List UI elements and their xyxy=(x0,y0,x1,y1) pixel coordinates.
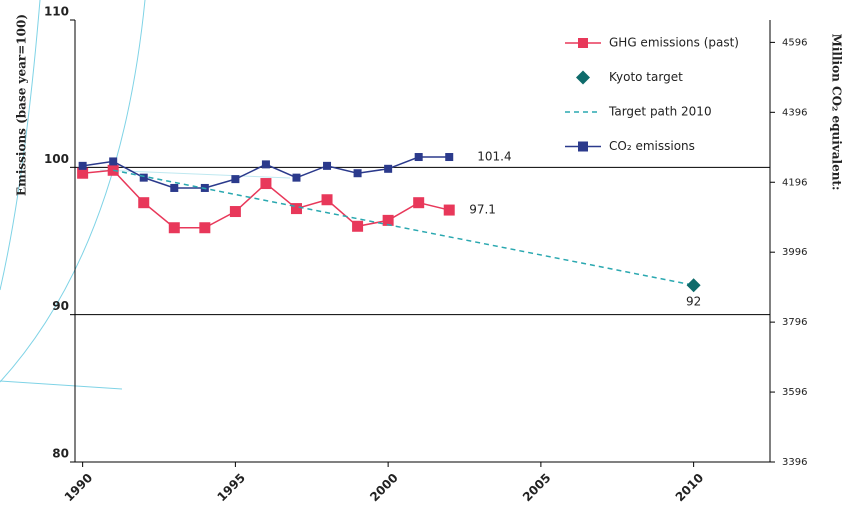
marker xyxy=(384,164,393,173)
decor-line xyxy=(0,380,123,390)
marker xyxy=(260,178,272,190)
y-tick-label: 90 xyxy=(52,299,69,313)
marker xyxy=(578,141,588,152)
legend-label: Kyoto target xyxy=(609,70,683,84)
end-label: 101.4 xyxy=(477,150,511,164)
marker xyxy=(352,220,364,232)
legend-label: GHG emissions (past) xyxy=(609,36,739,50)
marker xyxy=(231,175,240,184)
x-tick-label: 1995 xyxy=(214,471,248,505)
marker xyxy=(77,167,89,179)
value-label: 97.1 xyxy=(469,203,496,217)
y2-tick-label: 4396 xyxy=(782,107,807,118)
y2-tick-label: 3996 xyxy=(782,247,807,258)
legend-label: Target path 2010 xyxy=(608,105,712,119)
marker xyxy=(382,214,394,226)
marker xyxy=(170,183,179,192)
y2-tick-label: 4596 xyxy=(782,37,807,48)
marker xyxy=(321,194,333,206)
x-tick-label: 2005 xyxy=(520,471,554,505)
marker xyxy=(109,157,118,166)
marker xyxy=(290,203,302,215)
y2-tick-label: 4196 xyxy=(782,177,807,188)
marker xyxy=(443,204,455,216)
marker xyxy=(323,161,332,170)
decor-arc xyxy=(0,0,146,383)
y2-tick-label: 3396 xyxy=(782,457,807,468)
value-label: 92 xyxy=(686,295,701,309)
y-tick-label: 80 xyxy=(52,447,69,461)
legend-label: CO₂ emissions xyxy=(609,139,695,153)
x-tick-label: 2000 xyxy=(367,471,401,505)
marker xyxy=(686,278,701,293)
x-tick-label: 1990 xyxy=(62,471,96,505)
marker xyxy=(353,169,362,178)
marker xyxy=(292,173,301,182)
y-tick-label: 110 xyxy=(44,5,69,19)
y-tick-label: 100 xyxy=(44,152,69,166)
marker xyxy=(576,70,590,85)
decor-line xyxy=(99,169,291,179)
y2-tick-label: 3796 xyxy=(782,317,807,328)
marker xyxy=(139,173,148,182)
marker xyxy=(138,197,150,209)
marker xyxy=(78,161,87,170)
y2-tick-label: 3596 xyxy=(782,387,807,398)
marker xyxy=(445,153,454,162)
marker xyxy=(261,160,270,169)
marker xyxy=(168,222,180,234)
marker xyxy=(414,153,423,162)
decoration xyxy=(0,0,291,390)
x-tick-label: 2010 xyxy=(673,471,707,505)
marker xyxy=(578,38,588,48)
marker xyxy=(199,222,211,234)
marker xyxy=(229,206,241,218)
decor-arc xyxy=(0,0,41,291)
y2-axis-title: Million CO₂ equivalent: xyxy=(830,34,844,191)
y-axis-title: Emissions (base year=100) xyxy=(15,14,29,196)
marker xyxy=(413,197,425,209)
